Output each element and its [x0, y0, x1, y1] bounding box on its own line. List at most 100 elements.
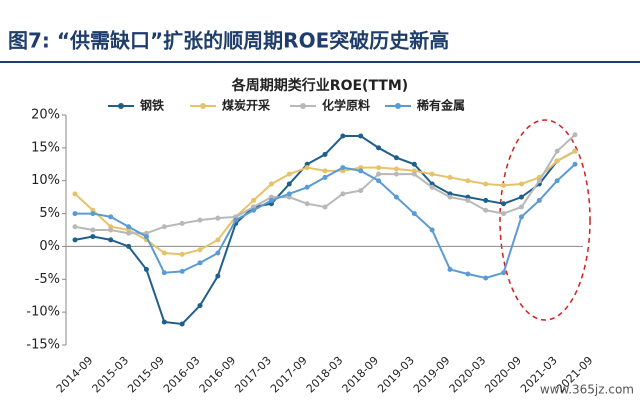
point — [286, 191, 292, 197]
point — [376, 178, 382, 184]
point — [376, 165, 382, 171]
point — [197, 217, 203, 223]
point — [447, 174, 453, 180]
point — [572, 161, 578, 167]
point — [411, 171, 417, 177]
legend-marker — [395, 103, 401, 109]
point — [554, 148, 560, 154]
point — [161, 224, 167, 230]
legend-marker — [200, 103, 206, 109]
point — [322, 204, 328, 210]
y-tick-label: -10% — [26, 305, 60, 320]
point — [554, 158, 560, 164]
point — [393, 155, 399, 161]
point — [483, 207, 489, 213]
point — [429, 227, 435, 233]
y-tick-label: 10% — [31, 173, 60, 188]
point — [411, 211, 417, 217]
point — [304, 184, 310, 190]
point — [501, 182, 507, 188]
point — [536, 178, 542, 184]
watermark: www.365jz.com — [540, 383, 634, 397]
point — [340, 191, 346, 197]
point — [518, 214, 524, 220]
point — [268, 197, 274, 203]
point — [215, 273, 221, 279]
legend-marker — [118, 103, 124, 109]
highlight-ellipse — [499, 119, 591, 321]
point — [90, 211, 96, 217]
point — [72, 191, 78, 197]
y-tick-label: 5% — [39, 206, 60, 221]
point — [215, 250, 221, 256]
point — [143, 266, 149, 272]
point — [179, 321, 185, 327]
point — [215, 237, 221, 243]
point — [90, 227, 96, 233]
point — [358, 133, 364, 139]
point — [429, 184, 435, 190]
point — [179, 251, 185, 257]
point — [376, 145, 382, 151]
point — [572, 148, 578, 154]
point — [215, 215, 221, 221]
point — [501, 201, 507, 207]
point — [179, 268, 185, 274]
point — [447, 266, 453, 272]
y-tick-label: -15% — [26, 338, 60, 353]
point — [322, 168, 328, 174]
point — [393, 171, 399, 177]
point — [322, 174, 328, 180]
point — [376, 171, 382, 177]
point — [197, 303, 203, 309]
point — [483, 181, 489, 187]
y-tick-label: 15% — [31, 140, 60, 155]
point — [358, 168, 364, 174]
point — [572, 132, 578, 138]
point — [536, 197, 542, 203]
y-tick-label: -5% — [35, 272, 60, 287]
point — [233, 217, 239, 223]
point — [108, 237, 114, 243]
point — [465, 271, 471, 277]
point — [161, 319, 167, 325]
point — [161, 250, 167, 256]
point — [465, 178, 471, 184]
legend-marker — [300, 103, 306, 109]
point — [304, 201, 310, 207]
point — [501, 270, 507, 276]
legend-label: 钢铁 — [140, 98, 164, 113]
point — [161, 270, 167, 276]
legend-label: 煤炭开采 — [222, 98, 270, 113]
page-title: 图7: “供需缺口”扩张的顺周期ROE突破历史新高 — [8, 29, 449, 53]
point — [90, 234, 96, 240]
point — [358, 188, 364, 194]
chart-title: 各周期期类行业ROE(TTM) — [231, 77, 408, 94]
point — [72, 211, 78, 217]
point — [268, 181, 274, 187]
point — [393, 166, 399, 172]
point — [72, 224, 78, 230]
point — [322, 151, 328, 157]
point — [286, 171, 292, 177]
y-tick-label: 0% — [39, 239, 60, 254]
point — [483, 275, 489, 281]
point — [251, 207, 257, 213]
point — [447, 194, 453, 200]
point — [554, 178, 560, 184]
point — [483, 197, 489, 203]
legend-label: 稀有金属 — [417, 98, 465, 113]
point — [304, 165, 310, 171]
point — [126, 224, 132, 230]
legend-label: 化学原料 — [322, 98, 370, 113]
point — [411, 161, 417, 167]
point — [518, 194, 524, 200]
point — [465, 197, 471, 203]
point — [340, 133, 346, 139]
point — [518, 181, 524, 187]
point — [108, 227, 114, 233]
point — [72, 237, 78, 243]
point — [286, 181, 292, 187]
